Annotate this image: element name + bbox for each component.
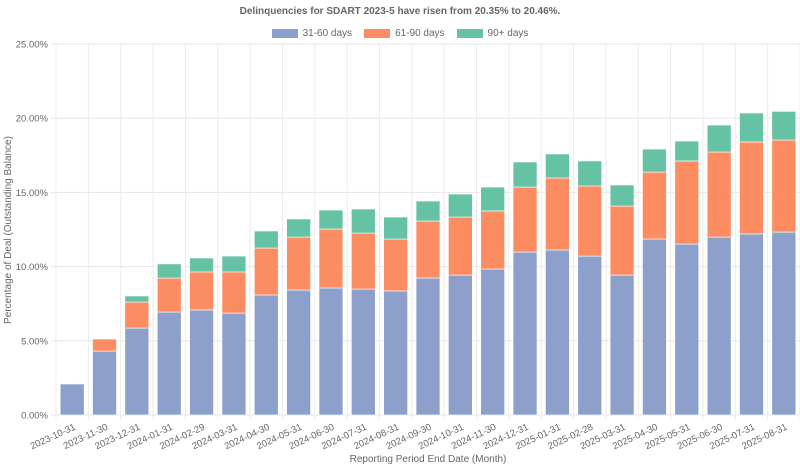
bar-segment-90-days[interactable] (351, 208, 376, 234)
bar-segment-61-90-days[interactable] (448, 216, 473, 276)
legend-swatch-61-90 (364, 29, 391, 38)
bar-segment-90-days[interactable] (189, 257, 214, 273)
bar-segment-61-90-days[interactable] (674, 160, 700, 245)
legend: 31-60 days 61-90 days 90+ days (0, 28, 800, 39)
bar-segment-61-90-days[interactable] (318, 228, 344, 289)
bar-segment-90-days[interactable] (124, 295, 150, 303)
y-axis-ticks: 0.00% 5.00% 10.00% 15.00% 20.00% 25.00% (16, 40, 49, 422)
bar-segment-31-60-days[interactable] (577, 255, 603, 416)
bar-segment-31-60-days[interactable] (156, 311, 182, 416)
bars (59, 111, 797, 416)
bar-segment-90-days[interactable] (512, 161, 538, 188)
bar-segment-31-60-days[interactable] (351, 288, 376, 416)
legend-label-90-plus: 90+ days (487, 28, 529, 39)
legend-swatch-31-60 (271, 29, 298, 38)
bar-segment-31-60-days[interactable] (415, 277, 441, 416)
bar-segment-90-days[interactable] (286, 218, 311, 238)
y-tick-label: 10.00% (16, 262, 49, 273)
bar-segment-61-90-days[interactable] (253, 247, 279, 296)
bar-segment-61-90-days[interactable] (156, 277, 182, 313)
bar-segment-31-60-days[interactable] (674, 243, 700, 416)
bar-segment-31-60-days[interactable] (124, 327, 150, 416)
bar-segment-61-90-days[interactable] (383, 238, 408, 292)
bar-segment-31-60-days[interactable] (59, 383, 85, 416)
bar-segment-31-60-days[interactable] (221, 312, 247, 416)
bar-segment-90-days[interactable] (253, 230, 279, 249)
chart-title: Delinquencies for SDART 2023-5 have rise… (239, 6, 561, 17)
bar-segment-61-90-days[interactable] (577, 185, 603, 257)
bar-segment-90-days[interactable] (577, 160, 603, 187)
y-tick-label: 25.00% (16, 40, 49, 51)
x-axis-label: Reporting Period End Date (Month) (350, 454, 507, 465)
bar-segment-90-days[interactable] (739, 112, 764, 143)
bar-segment-31-60-days[interactable] (480, 268, 505, 416)
bar-segment-90-days[interactable] (545, 153, 570, 179)
bar-segment-61-90-days[interactable] (771, 139, 797, 233)
bar-segment-90-days[interactable] (674, 140, 700, 162)
bar-segment-31-60-days[interactable] (706, 236, 732, 416)
bar-segment-90-days[interactable] (706, 124, 732, 153)
legend-item-90-plus[interactable]: 90+ days (456, 28, 529, 39)
bar-segment-61-90-days[interactable] (92, 338, 117, 352)
bar-segment-90-days[interactable] (318, 209, 344, 230)
bar-segment-61-90-days[interactable] (706, 151, 732, 238)
y-tick-label: 0.00% (21, 411, 48, 422)
legend-item-31-60[interactable]: 31-60 days (271, 28, 353, 39)
bar-segment-31-60-days[interactable] (609, 274, 635, 416)
bar-segment-61-90-days[interactable] (124, 301, 150, 329)
bar-segment-90-days[interactable] (642, 148, 667, 173)
bar-segment-90-days[interactable] (415, 200, 441, 222)
bar-segment-61-90-days[interactable] (351, 232, 376, 290)
bar-segment-90-days[interactable] (221, 255, 247, 273)
bar-segment-31-60-days[interactable] (642, 238, 667, 416)
legend-label-61-90: 61-90 days (395, 28, 445, 39)
bar-segment-90-days[interactable] (383, 216, 408, 240)
bar-segment-90-days[interactable] (480, 186, 505, 212)
bar-segment-61-90-days[interactable] (609, 205, 635, 276)
legend-label-31-60: 31-60 days (302, 28, 353, 39)
bar-segment-90-days[interactable] (771, 111, 797, 141)
bar-segment-61-90-days[interactable] (545, 177, 570, 251)
bar-segment-31-60-days[interactable] (189, 309, 214, 416)
y-tick-label: 15.00% (16, 188, 49, 199)
y-tick-label: 20.00% (16, 114, 49, 125)
bar-segment-61-90-days[interactable] (739, 141, 764, 235)
y-axis-label: Percentage of Deal (Outstanding Balance) (3, 136, 14, 324)
bar-segment-61-90-days[interactable] (221, 271, 247, 314)
bar-segment-61-90-days[interactable] (480, 210, 505, 270)
bar-segment-90-days[interactable] (609, 184, 635, 207)
bar-segment-61-90-days[interactable] (189, 271, 214, 311)
bar-segment-31-60-days[interactable] (286, 289, 311, 416)
bar-segment-61-90-days[interactable] (415, 220, 441, 279)
bar-segment-31-60-days[interactable] (545, 249, 570, 416)
bar-segment-31-60-days[interactable] (253, 294, 279, 416)
bar-segment-31-60-days[interactable] (739, 233, 764, 416)
bar-segment-61-90-days[interactable] (286, 236, 311, 291)
bar-segment-61-90-days[interactable] (642, 171, 667, 240)
bar-segment-61-90-days[interactable] (512, 186, 538, 253)
legend-swatch-90-plus (456, 29, 483, 38)
bar-segment-31-60-days[interactable] (771, 231, 797, 416)
x-axis-ticks: 2023-10-312023-11-302023-12-312024-01-31… (29, 422, 789, 453)
bar-segment-31-60-days[interactable] (383, 290, 408, 416)
legend-item-61-90[interactable]: 61-90 days (364, 28, 445, 39)
bar-segment-31-60-days[interactable] (318, 287, 344, 416)
y-tick-label: 5.00% (21, 336, 48, 347)
bar-segment-31-60-days[interactable] (512, 251, 538, 416)
bar-segment-31-60-days[interactable] (448, 274, 473, 416)
bar-segment-90-days[interactable] (448, 193, 473, 218)
bar-segment-31-60-days[interactable] (92, 350, 117, 416)
bar-segment-90-days[interactable] (156, 263, 182, 279)
